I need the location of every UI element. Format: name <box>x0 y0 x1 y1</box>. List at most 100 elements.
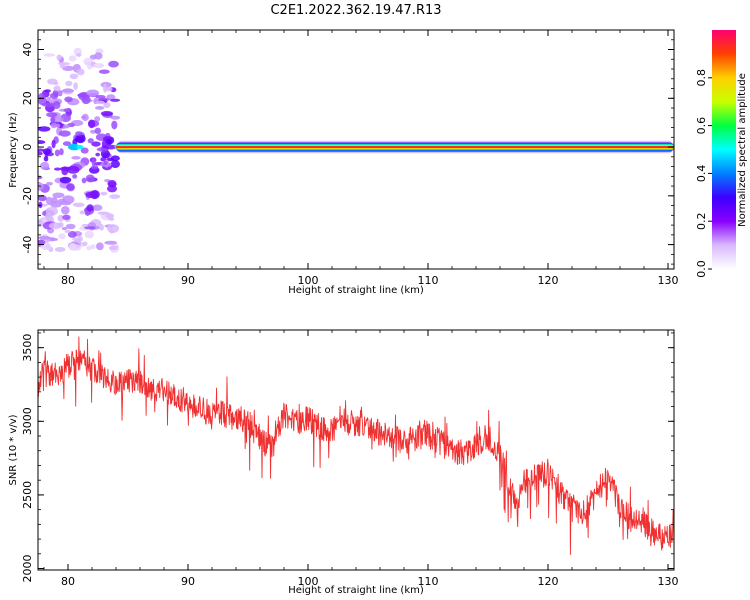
noise-blob <box>96 147 109 152</box>
noise-blob <box>82 241 88 247</box>
noise-blob <box>94 127 102 135</box>
snr-x-label: Height of straight line (km) <box>288 585 424 596</box>
spectrogram-x-label: Height of straight line (km) <box>288 285 424 296</box>
colorbar: 0.0 0.2 0.4 0.6 0.8 Normalized spectral ampl… <box>695 30 748 278</box>
noise-blob <box>92 204 103 211</box>
noise-blob <box>72 174 78 179</box>
noise-blob <box>81 177 87 184</box>
noise-blob <box>95 95 106 99</box>
noise-blob <box>42 102 55 108</box>
noise-blob <box>107 185 118 193</box>
noise-blob <box>65 223 76 230</box>
noise-blob <box>66 183 75 192</box>
noise-blob <box>71 155 81 160</box>
noise-blob <box>68 55 77 62</box>
noise-blob <box>44 212 53 222</box>
noise-blob <box>91 165 99 170</box>
snr-background <box>38 330 674 570</box>
noise-blob <box>58 130 71 137</box>
noise-blob <box>56 54 63 61</box>
noise-blob <box>45 181 53 186</box>
x-tick-label: 120 <box>538 274 559 287</box>
noise-blob <box>85 191 97 199</box>
y-tick-label: 3500 <box>21 334 34 362</box>
x-tick-label: 100 <box>298 575 319 588</box>
noise-blob <box>110 115 121 120</box>
y-tick-label: -20 <box>21 187 34 205</box>
noise-blob <box>49 92 59 99</box>
noise-blob <box>57 62 71 66</box>
noise-blob <box>81 113 89 122</box>
snr-x-ticks: 80 90 100 110 120 130 <box>43 330 679 588</box>
noise-blob <box>92 63 105 69</box>
noise-blob <box>90 244 96 250</box>
noise-blob <box>106 94 116 100</box>
noise-blob <box>38 126 51 132</box>
noise-blob <box>61 226 68 231</box>
x-tick-label: 110 <box>418 575 439 588</box>
noise-blob <box>49 237 55 241</box>
colorbar-tick-label: 0.8 <box>695 69 708 87</box>
colorbar-ticks: 0.0 0.2 0.4 0.6 0.8 <box>695 69 712 278</box>
noise-hotspot <box>68 143 80 151</box>
noise-blob <box>54 167 62 171</box>
noise-blob <box>64 96 73 103</box>
noise-blob <box>75 134 86 144</box>
noise-blob <box>38 195 47 202</box>
colorbar-tick-label: 0.6 <box>695 117 708 135</box>
noise-blob <box>38 239 46 245</box>
noise-blob <box>62 124 70 129</box>
noise-blob <box>96 242 104 251</box>
noise-blob <box>50 116 56 124</box>
colorbar-bar <box>712 30 736 269</box>
y-tick-label: 2500 <box>21 481 34 509</box>
noise-blob <box>38 140 46 145</box>
noise-blob <box>107 180 117 188</box>
noise-blob <box>64 229 71 233</box>
noise-blob <box>48 222 62 230</box>
noise-blob <box>86 89 100 97</box>
noise-blob <box>38 151 43 156</box>
noise-blob <box>111 120 118 130</box>
noise-blob <box>61 88 74 93</box>
noise-blob <box>53 85 61 92</box>
chart-title: C2E1.2022.362.19.47.R13 <box>270 3 441 18</box>
noise-blob <box>84 230 94 239</box>
noise-blob <box>104 240 118 245</box>
noise-blob <box>109 98 121 102</box>
noise-blob <box>97 211 109 215</box>
noise-blob <box>100 191 108 196</box>
noise-blob <box>76 68 85 76</box>
spectrogram-y-label: Frequency (Hz) <box>8 112 19 188</box>
noise-blob <box>52 192 65 198</box>
noise-blob <box>58 233 66 240</box>
snr-y-ticks: 2000 2500 3000 3500 <box>21 332 674 583</box>
noise-blob <box>103 160 108 166</box>
noise-blob <box>79 210 86 215</box>
noise-blob <box>110 160 120 169</box>
noise-blob <box>62 214 71 220</box>
noise-blob <box>72 202 85 207</box>
noise-blob <box>65 80 73 87</box>
x-tick-label: 130 <box>658 274 679 287</box>
noise-blob <box>38 235 51 240</box>
noise-blob <box>47 78 58 85</box>
x-tick-label: 110 <box>418 274 439 287</box>
spectrogram-x-ticks: 80 90 100 110 120 130 <box>43 30 679 287</box>
noise-blob <box>73 82 78 91</box>
noise-blob <box>95 100 105 105</box>
noise-blob <box>61 166 69 176</box>
noise-blob <box>66 165 80 174</box>
y-tick-label: 3000 <box>21 407 34 435</box>
y-tick-label: 2000 <box>21 555 34 583</box>
spectrogram-y-ticks: -40 -20 0 20 40 <box>21 29 674 265</box>
noise-blob <box>108 217 115 221</box>
noise-blob <box>108 245 118 251</box>
spectrogram-panel: 80 90 100 110 120 130 -40 -20 0 20 40 Height of s… <box>8 29 679 296</box>
noise-blob <box>75 131 83 136</box>
noise-blob <box>59 64 67 69</box>
x-tick-label: 80 <box>61 274 75 287</box>
colorbar-tick-label: 0.2 <box>695 212 708 230</box>
x-tick-label: 100 <box>298 274 319 287</box>
